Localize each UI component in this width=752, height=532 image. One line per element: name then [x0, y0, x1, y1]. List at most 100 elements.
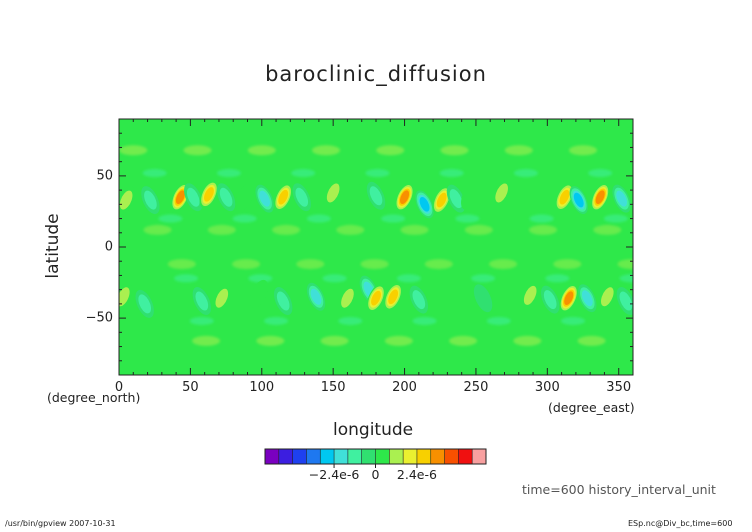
x-tick-label: 300 [534, 380, 560, 395]
contour-level [573, 192, 584, 208]
contour-feature [349, 183, 369, 212]
y-axis-label: latitude [43, 213, 63, 279]
contour-band-patch [232, 259, 261, 270]
contour-feature [159, 285, 179, 314]
x-tick-label: 100 [249, 380, 275, 395]
contour-feature [249, 279, 269, 308]
contour-band-patch [577, 335, 606, 346]
y-tick-label: 50 [96, 168, 113, 184]
contour-feature [255, 184, 274, 213]
colorbar-swatch [458, 449, 473, 464]
contour-band-patch [439, 169, 464, 178]
contour-band-patch [553, 259, 582, 270]
contour-level [473, 284, 493, 313]
contour-level [138, 294, 152, 314]
contour-level [215, 288, 229, 308]
x-tick-label: 200 [392, 380, 417, 395]
contour-level [581, 290, 593, 307]
colorbar-swatch [444, 449, 459, 464]
contour-band-patch [471, 274, 496, 283]
contour-level [369, 186, 383, 206]
contour-band-patch [189, 316, 214, 325]
contour-band-patch [486, 316, 511, 325]
contour-level [600, 287, 614, 307]
contour-band-patch [513, 335, 542, 346]
contour-feature [273, 183, 293, 212]
contour-band-patch [455, 214, 480, 223]
contour-band-patch [119, 145, 148, 156]
contour-band-patch [264, 316, 289, 325]
contour-feature [492, 178, 511, 207]
contour-feature [446, 184, 466, 213]
contour-level [616, 190, 627, 207]
contour-feature [409, 285, 429, 314]
contour-level [595, 190, 605, 205]
contour-band-patch [183, 145, 212, 156]
contour-feature [366, 181, 386, 210]
contour-band-patch [174, 274, 199, 283]
contour-feature [578, 284, 597, 313]
contour-level [259, 190, 271, 207]
contour-band-patch [489, 259, 518, 270]
contour-level [119, 287, 130, 307]
contour-feature [559, 284, 578, 313]
contour-feature [555, 183, 574, 212]
contour-feature [338, 284, 357, 313]
contour-band-patch [381, 214, 406, 223]
contour-level [371, 290, 381, 306]
contour-band-patch [360, 259, 389, 270]
contour-feature [235, 183, 254, 212]
y-axis-ticks [119, 132, 633, 362]
contour-feature [119, 186, 136, 215]
contour-band-patch [617, 259, 633, 270]
x-unit-label: (degree_east) [548, 400, 635, 415]
contour-band-patch [396, 274, 421, 283]
contour-level [388, 289, 399, 305]
contour-band-patch [232, 214, 257, 223]
contour-band-patch [256, 335, 285, 346]
contour-band-patch [158, 214, 183, 223]
contour-level [310, 288, 322, 305]
contour-feature [432, 186, 451, 215]
contour-feature [199, 180, 219, 209]
contour-feature [598, 282, 617, 311]
contour-feature [612, 184, 631, 213]
contour-feature [273, 287, 293, 316]
colorbar-tick-label: −2.4e-6 [308, 467, 360, 482]
contour-band-patch [449, 335, 478, 346]
contour-band-patch [412, 316, 437, 325]
colorbar-swatch [347, 449, 362, 464]
colorbar-swatch [278, 449, 293, 464]
contour-level [326, 183, 340, 203]
footer-right-text: ESp.nc@Div_bc,time=600 [628, 519, 733, 528]
contour-level [523, 285, 537, 305]
contour-feature [141, 186, 160, 215]
contour-band-patch [248, 274, 273, 283]
x-axis-label: longitude [333, 420, 414, 440]
colorbar-swatch [334, 449, 349, 464]
contour-band-patch [306, 214, 331, 223]
contour-band-patch [322, 274, 347, 283]
colorbar-swatch [472, 449, 487, 464]
contour-band-patch [320, 335, 349, 346]
contour-band-patch [440, 145, 469, 156]
colorbar-swatch [320, 449, 335, 464]
colorbar-swatch [403, 449, 418, 464]
contour-band-patch [513, 169, 538, 178]
colorbar-swatch [361, 449, 376, 464]
colorbar-tick-label: 2.4e-6 [396, 467, 437, 482]
contour-band-patch [365, 169, 390, 178]
contour-level [619, 291, 633, 311]
contour-level [461, 181, 480, 210]
contour-band-patch [464, 224, 493, 235]
contour-level [249, 279, 269, 308]
contour-band-patch [593, 224, 622, 235]
contour-feature [395, 183, 414, 212]
contour-band-patch [545, 274, 570, 283]
contour-level [495, 183, 508, 203]
contour-feature [616, 287, 633, 316]
contour-feature [415, 190, 434, 219]
contour-feature [590, 183, 610, 212]
contour-feature [216, 183, 236, 212]
